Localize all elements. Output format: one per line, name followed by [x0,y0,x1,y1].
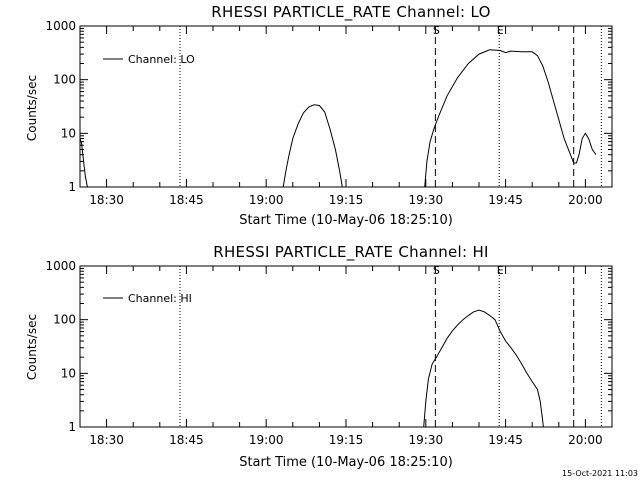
x-tick-label-lo: 19:15 [329,193,364,207]
chart-title-hi: RHESSI PARTICLE_RATE Channel: HI [213,243,489,262]
y-tick-label-lo: 100 [53,73,76,87]
x-tick-label-hi: 18:45 [169,433,204,447]
y-tick-label-lo: 10 [61,126,76,140]
plot-frame-hi [79,265,613,428]
y-tick-label-hi: 10 [61,366,76,380]
x-tick-label-hi: 19:00 [249,433,284,447]
x-tick-label-lo: 19:30 [409,193,444,207]
series-line-lo [424,49,597,188]
x-tick-label-hi: 19:45 [488,433,523,447]
y-tick-label-lo: 1 [68,180,76,194]
y-tick-label-hi: 1000 [45,259,76,273]
series-line-lo [282,104,343,188]
x-axis-label-hi: Start Time (10-May-06 18:25:10) [239,455,453,470]
legend-hi: Channel: HI [103,292,192,305]
x-tick-label-lo: 19:45 [488,193,523,207]
x-tick-label-lo: 18:30 [89,193,124,207]
marker-label-lo: E [497,24,504,37]
chart-title-lo: RHESSI PARTICLE_RATE Channel: LO [211,3,490,22]
series-hi [423,309,544,428]
y-axis-label-lo: Counts/sec [25,75,39,141]
series-line-lo [79,138,88,188]
axes-ticks-hi: 18:30 18:45 19:00 19:15 19:30 19:45 20:00 1 10 10… [45,259,613,447]
x-tick-label-lo: 18:45 [169,193,204,207]
marker-label-hi: S [433,264,440,277]
y-tick-label-lo: 1000 [45,19,76,33]
legend-label-lo: Channel: LO [128,53,195,66]
x-tick-label-lo: 19:00 [249,193,284,207]
plot-frame-lo [79,25,613,188]
marker-label-hi: E [497,264,504,277]
marker-label-lo: S [433,24,440,37]
x-tick-label-hi: 20:00 [568,433,603,447]
x-axis-label-lo: Start Time (10-May-06 18:25:10) [239,213,453,228]
legend-label-hi: Channel: HI [128,292,192,305]
y-tick-label-hi: 1 [68,420,76,434]
y-tick-label-hi: 100 [53,313,76,327]
panel-lo: RHESSI PARTICLE_RATE Channel: LO Counts/… [25,3,613,228]
series-lo [79,49,597,188]
timestamp: 15-Oct-2021 11:03 [562,469,638,478]
x-tick-label-hi: 19:15 [329,433,364,447]
y-axis-label-hi: Counts/sec [25,314,39,380]
x-tick-label-hi: 19:30 [409,433,444,447]
panel-hi: RHESSI PARTICLE_RATE Channel: HI Counts/… [25,243,613,470]
series-line-hi [423,309,544,428]
legend-lo: Channel: LO [103,53,195,66]
x-tick-label-hi: 18:30 [89,433,124,447]
x-tick-label-lo: 20:00 [568,193,603,207]
axes-ticks-lo: 18:30 18:45 19:00 19:15 19:30 19:45 20:00 1 10 10… [45,19,613,207]
